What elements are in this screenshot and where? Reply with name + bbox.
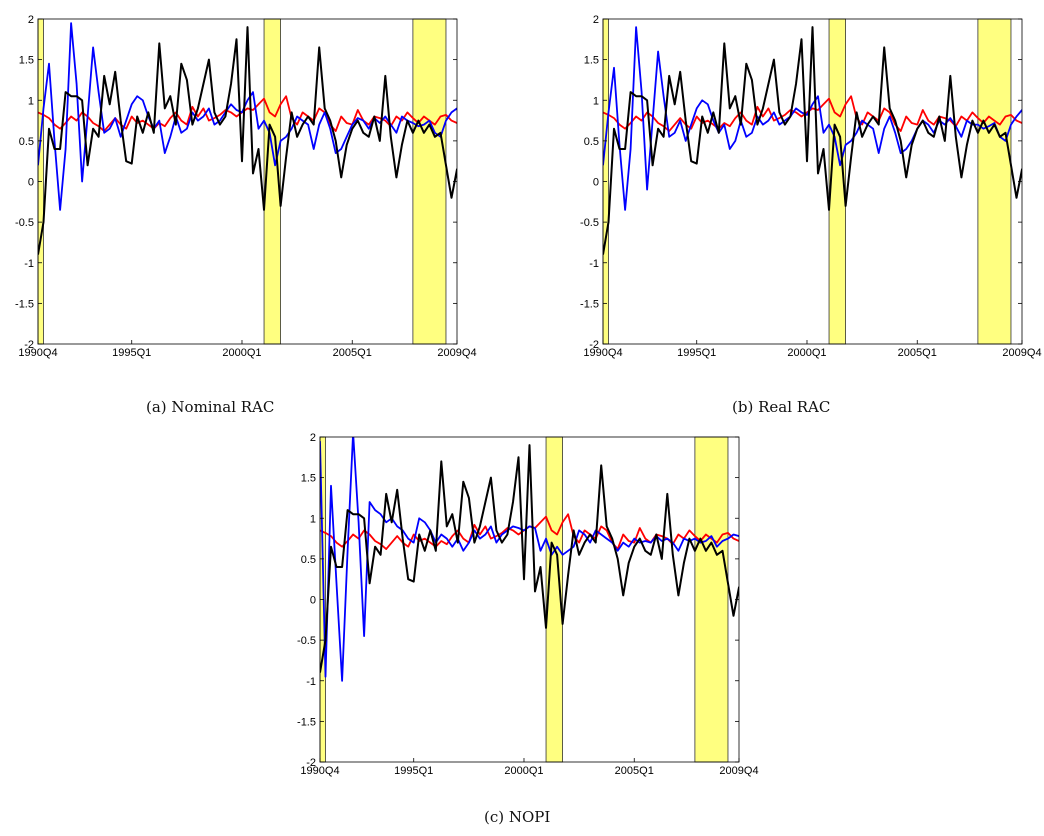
x-tick-label: 2005Q1 bbox=[615, 765, 654, 777]
plot-frame bbox=[37, 18, 458, 345]
series-line-1 bbox=[603, 26, 1022, 211]
series-line-2 bbox=[38, 26, 457, 255]
x-tick-label: 1990Q4 bbox=[583, 347, 622, 359]
chart-svg-nopi: -2 -1.5 -1 -0.5 0 0.5 1 1.5 2 1990Q4 1995Q1 2000Q1 2… bbox=[297, 432, 759, 777]
series-line-0 bbox=[603, 95, 1022, 133]
recession-band-2 bbox=[694, 436, 729, 763]
series-line-2 bbox=[320, 444, 739, 673]
y-tick-label: 0 bbox=[593, 177, 599, 189]
chart-panel-real-rac: -2 -1.5 -1 -0.5 0 0.5 1 1.5 2 1990Q4 1995Q1 2000Q1 2… bbox=[565, 0, 1042, 380]
series-line-1 bbox=[38, 22, 457, 211]
x-tick-label: 1990Q4 bbox=[300, 765, 339, 777]
y-tick-label: 0 bbox=[28, 177, 34, 189]
chart-panel-nopi: -2 -1.5 -1 -0.5 0 0.5 1 1.5 2 1990Q4 1995Q1 2000Q1 2… bbox=[282, 418, 759, 798]
x-tick-label: 1990Q4 bbox=[18, 347, 57, 359]
y-tick-label: -0.5 bbox=[297, 635, 316, 647]
x-tick-label: 2000Q1 bbox=[787, 347, 826, 359]
y-tick-label: -2 bbox=[24, 339, 34, 351]
y-tick-label: 0.5 bbox=[19, 136, 34, 148]
y-tick-label: -1.5 bbox=[15, 298, 34, 310]
y-tick-label: 1.5 bbox=[301, 473, 316, 485]
series-line-0 bbox=[320, 513, 739, 551]
y-tick-label: -0.5 bbox=[15, 217, 34, 229]
y-tick-label: -2 bbox=[306, 757, 316, 769]
caption-nominal-rac: (a) Nominal RAC bbox=[146, 398, 275, 416]
caption-real-rac: (b) Real RAC bbox=[732, 398, 831, 416]
x-tick-label: 2000Q1 bbox=[504, 765, 543, 777]
x-tick-label: 1995Q1 bbox=[677, 347, 716, 359]
y-tick-label: -1 bbox=[589, 258, 599, 270]
y-tick-label: -1.5 bbox=[297, 716, 316, 728]
y-tick-label: -1 bbox=[24, 258, 34, 270]
x-tick-label: 2009Q4 bbox=[719, 765, 758, 777]
plot-frame bbox=[602, 18, 1023, 345]
y-tick-label: -0.5 bbox=[580, 217, 599, 229]
recession-band-2 bbox=[412, 18, 447, 345]
y-tick-label: 0.5 bbox=[301, 554, 316, 566]
y-tick-label: -1.5 bbox=[580, 298, 599, 310]
y-tick-label: 1 bbox=[310, 513, 316, 525]
x-tick-label: 2009Q4 bbox=[1002, 347, 1041, 359]
x-tick-label: 2000Q1 bbox=[222, 347, 261, 359]
y-tick-label: -2 bbox=[589, 339, 599, 351]
chart-panel-nominal-rac: -2 -1.5 -1 -0.5 0 0.5 1 1.5 2 1990Q4 1995Q1 2000Q1 2… bbox=[0, 0, 477, 380]
plot-frame bbox=[319, 436, 740, 763]
y-tick-label: 2 bbox=[310, 432, 316, 444]
y-tick-label: -1 bbox=[306, 676, 316, 688]
x-tick-label: 1995Q1 bbox=[394, 765, 433, 777]
series-line-2 bbox=[603, 26, 1022, 255]
y-tick-label: 1.5 bbox=[584, 55, 599, 67]
y-tick-label: 1.5 bbox=[19, 55, 34, 67]
y-tick-label: 2 bbox=[28, 14, 34, 26]
series-line-0 bbox=[38, 95, 457, 133]
y-tick-label: 1 bbox=[593, 95, 599, 107]
y-tick-label: 2 bbox=[593, 14, 599, 26]
y-tick-label: 0.5 bbox=[584, 136, 599, 148]
chart-svg-nominal-rac: -2 -1.5 -1 -0.5 0 0.5 1 1.5 2 1990Q4 1995Q1 2000Q1 2… bbox=[15, 14, 477, 359]
x-tick-label: 2009Q4 bbox=[437, 347, 476, 359]
caption-nopi: (c) NOPI bbox=[484, 808, 551, 826]
chart-svg-real-rac: -2 -1.5 -1 -0.5 0 0.5 1 1.5 2 1990Q4 1995Q1 2000Q1 2… bbox=[580, 14, 1042, 359]
x-tick-label: 2005Q1 bbox=[333, 347, 372, 359]
x-tick-label: 1995Q1 bbox=[112, 347, 151, 359]
y-tick-label: 0 bbox=[310, 595, 316, 607]
y-tick-label: 1 bbox=[28, 95, 34, 107]
x-tick-label: 2005Q1 bbox=[898, 347, 937, 359]
recession-band-2 bbox=[977, 18, 1012, 345]
